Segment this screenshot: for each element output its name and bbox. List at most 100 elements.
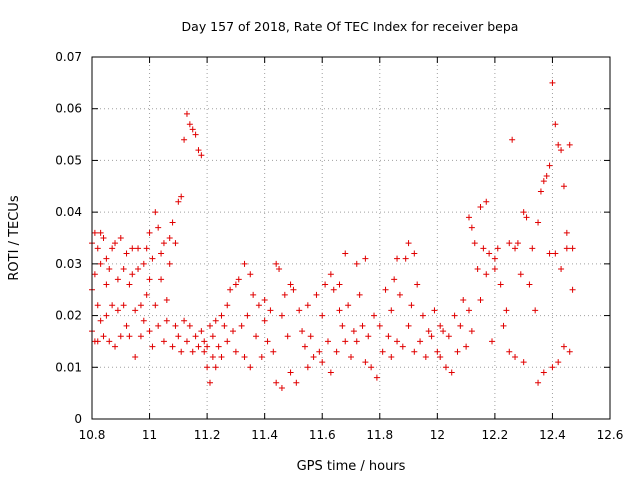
data-point xyxy=(497,281,504,288)
data-point xyxy=(491,266,498,273)
data-point xyxy=(189,126,196,133)
data-point xyxy=(140,260,147,267)
x-tick-label: 11.2 xyxy=(194,428,221,442)
data-point xyxy=(304,364,311,371)
data-point xyxy=(232,348,239,355)
data-point xyxy=(319,312,326,319)
data-point xyxy=(175,333,182,340)
data-point xyxy=(520,209,527,216)
x-tick-label: 11.4 xyxy=(251,428,278,442)
data-point xyxy=(209,353,216,360)
data-point xyxy=(120,266,127,273)
x-tick-label: 11.6 xyxy=(309,428,336,442)
data-point xyxy=(486,250,493,257)
data-point xyxy=(212,317,219,324)
data-point xyxy=(322,281,329,288)
plot-frame xyxy=(91,56,611,420)
data-point xyxy=(163,317,170,324)
data-point xyxy=(514,240,521,247)
data-point xyxy=(394,338,401,345)
x-tick-label: 12.6 xyxy=(597,428,624,442)
data-point xyxy=(558,147,565,154)
data-point xyxy=(218,312,225,319)
data-point xyxy=(558,266,565,273)
data-point xyxy=(281,291,288,298)
data-point xyxy=(253,333,260,340)
data-point xyxy=(471,240,478,247)
data-point xyxy=(353,338,360,345)
data-point xyxy=(319,359,326,366)
data-point xyxy=(209,333,216,340)
y-tick-label: 0.01 xyxy=(55,360,82,374)
data-point xyxy=(549,79,556,86)
data-point xyxy=(425,328,432,335)
data-point xyxy=(463,343,470,350)
data-point xyxy=(437,322,444,329)
data-point xyxy=(563,245,570,252)
data-point xyxy=(448,369,455,376)
data-point xyxy=(258,353,265,360)
data-point xyxy=(365,333,372,340)
data-point xyxy=(480,245,487,252)
data-point xyxy=(155,322,162,329)
data-point xyxy=(394,255,401,262)
data-point xyxy=(267,307,274,314)
data-point xyxy=(183,110,190,117)
data-point xyxy=(301,343,308,350)
data-point xyxy=(155,224,162,231)
data-point xyxy=(345,302,352,309)
data-point xyxy=(181,317,188,324)
y-tick-label: 0.03 xyxy=(55,257,82,271)
data-point xyxy=(244,312,251,319)
data-point xyxy=(132,353,139,360)
data-point xyxy=(342,338,349,345)
data-point xyxy=(218,353,225,360)
data-point xyxy=(195,147,202,154)
y-tick-label: 0.06 xyxy=(55,102,82,116)
data-point xyxy=(117,235,124,241)
data-point xyxy=(221,322,228,329)
data-point xyxy=(287,281,294,288)
data-point xyxy=(477,297,484,304)
data-point xyxy=(465,214,472,221)
data-point xyxy=(232,281,239,288)
data-point xyxy=(163,297,170,304)
data-point xyxy=(149,255,156,262)
data-point xyxy=(293,379,300,386)
data-point xyxy=(535,219,542,226)
data-point xyxy=(224,302,231,309)
data-point xyxy=(454,348,461,355)
data-point xyxy=(396,291,403,298)
data-point xyxy=(494,245,501,252)
data-point xyxy=(391,276,398,283)
data-point xyxy=(100,333,107,340)
data-point xyxy=(132,307,139,314)
data-point xyxy=(451,312,458,319)
data-point xyxy=(241,260,248,267)
data-point xyxy=(129,245,136,252)
data-point xyxy=(201,338,208,345)
data-point xyxy=(468,224,475,231)
data-point xyxy=(235,276,242,283)
data-point xyxy=(503,307,510,314)
x-tick-label: 10.8 xyxy=(79,428,106,442)
data-point xyxy=(310,353,317,360)
data-point xyxy=(405,240,412,247)
data-point xyxy=(428,333,435,340)
data-point xyxy=(342,250,349,257)
data-point xyxy=(241,353,248,360)
data-point xyxy=(192,131,199,138)
data-point xyxy=(304,302,311,309)
data-point xyxy=(376,322,383,329)
data-point xyxy=(189,348,196,355)
data-point xyxy=(112,240,119,247)
data-point xyxy=(350,328,357,335)
data-point xyxy=(500,322,507,329)
data-point xyxy=(336,281,343,288)
data-point xyxy=(555,141,562,148)
data-point xyxy=(215,343,222,350)
data-point xyxy=(532,307,539,314)
data-point xyxy=(109,245,116,252)
x-tick-label: 12.2 xyxy=(482,428,509,442)
